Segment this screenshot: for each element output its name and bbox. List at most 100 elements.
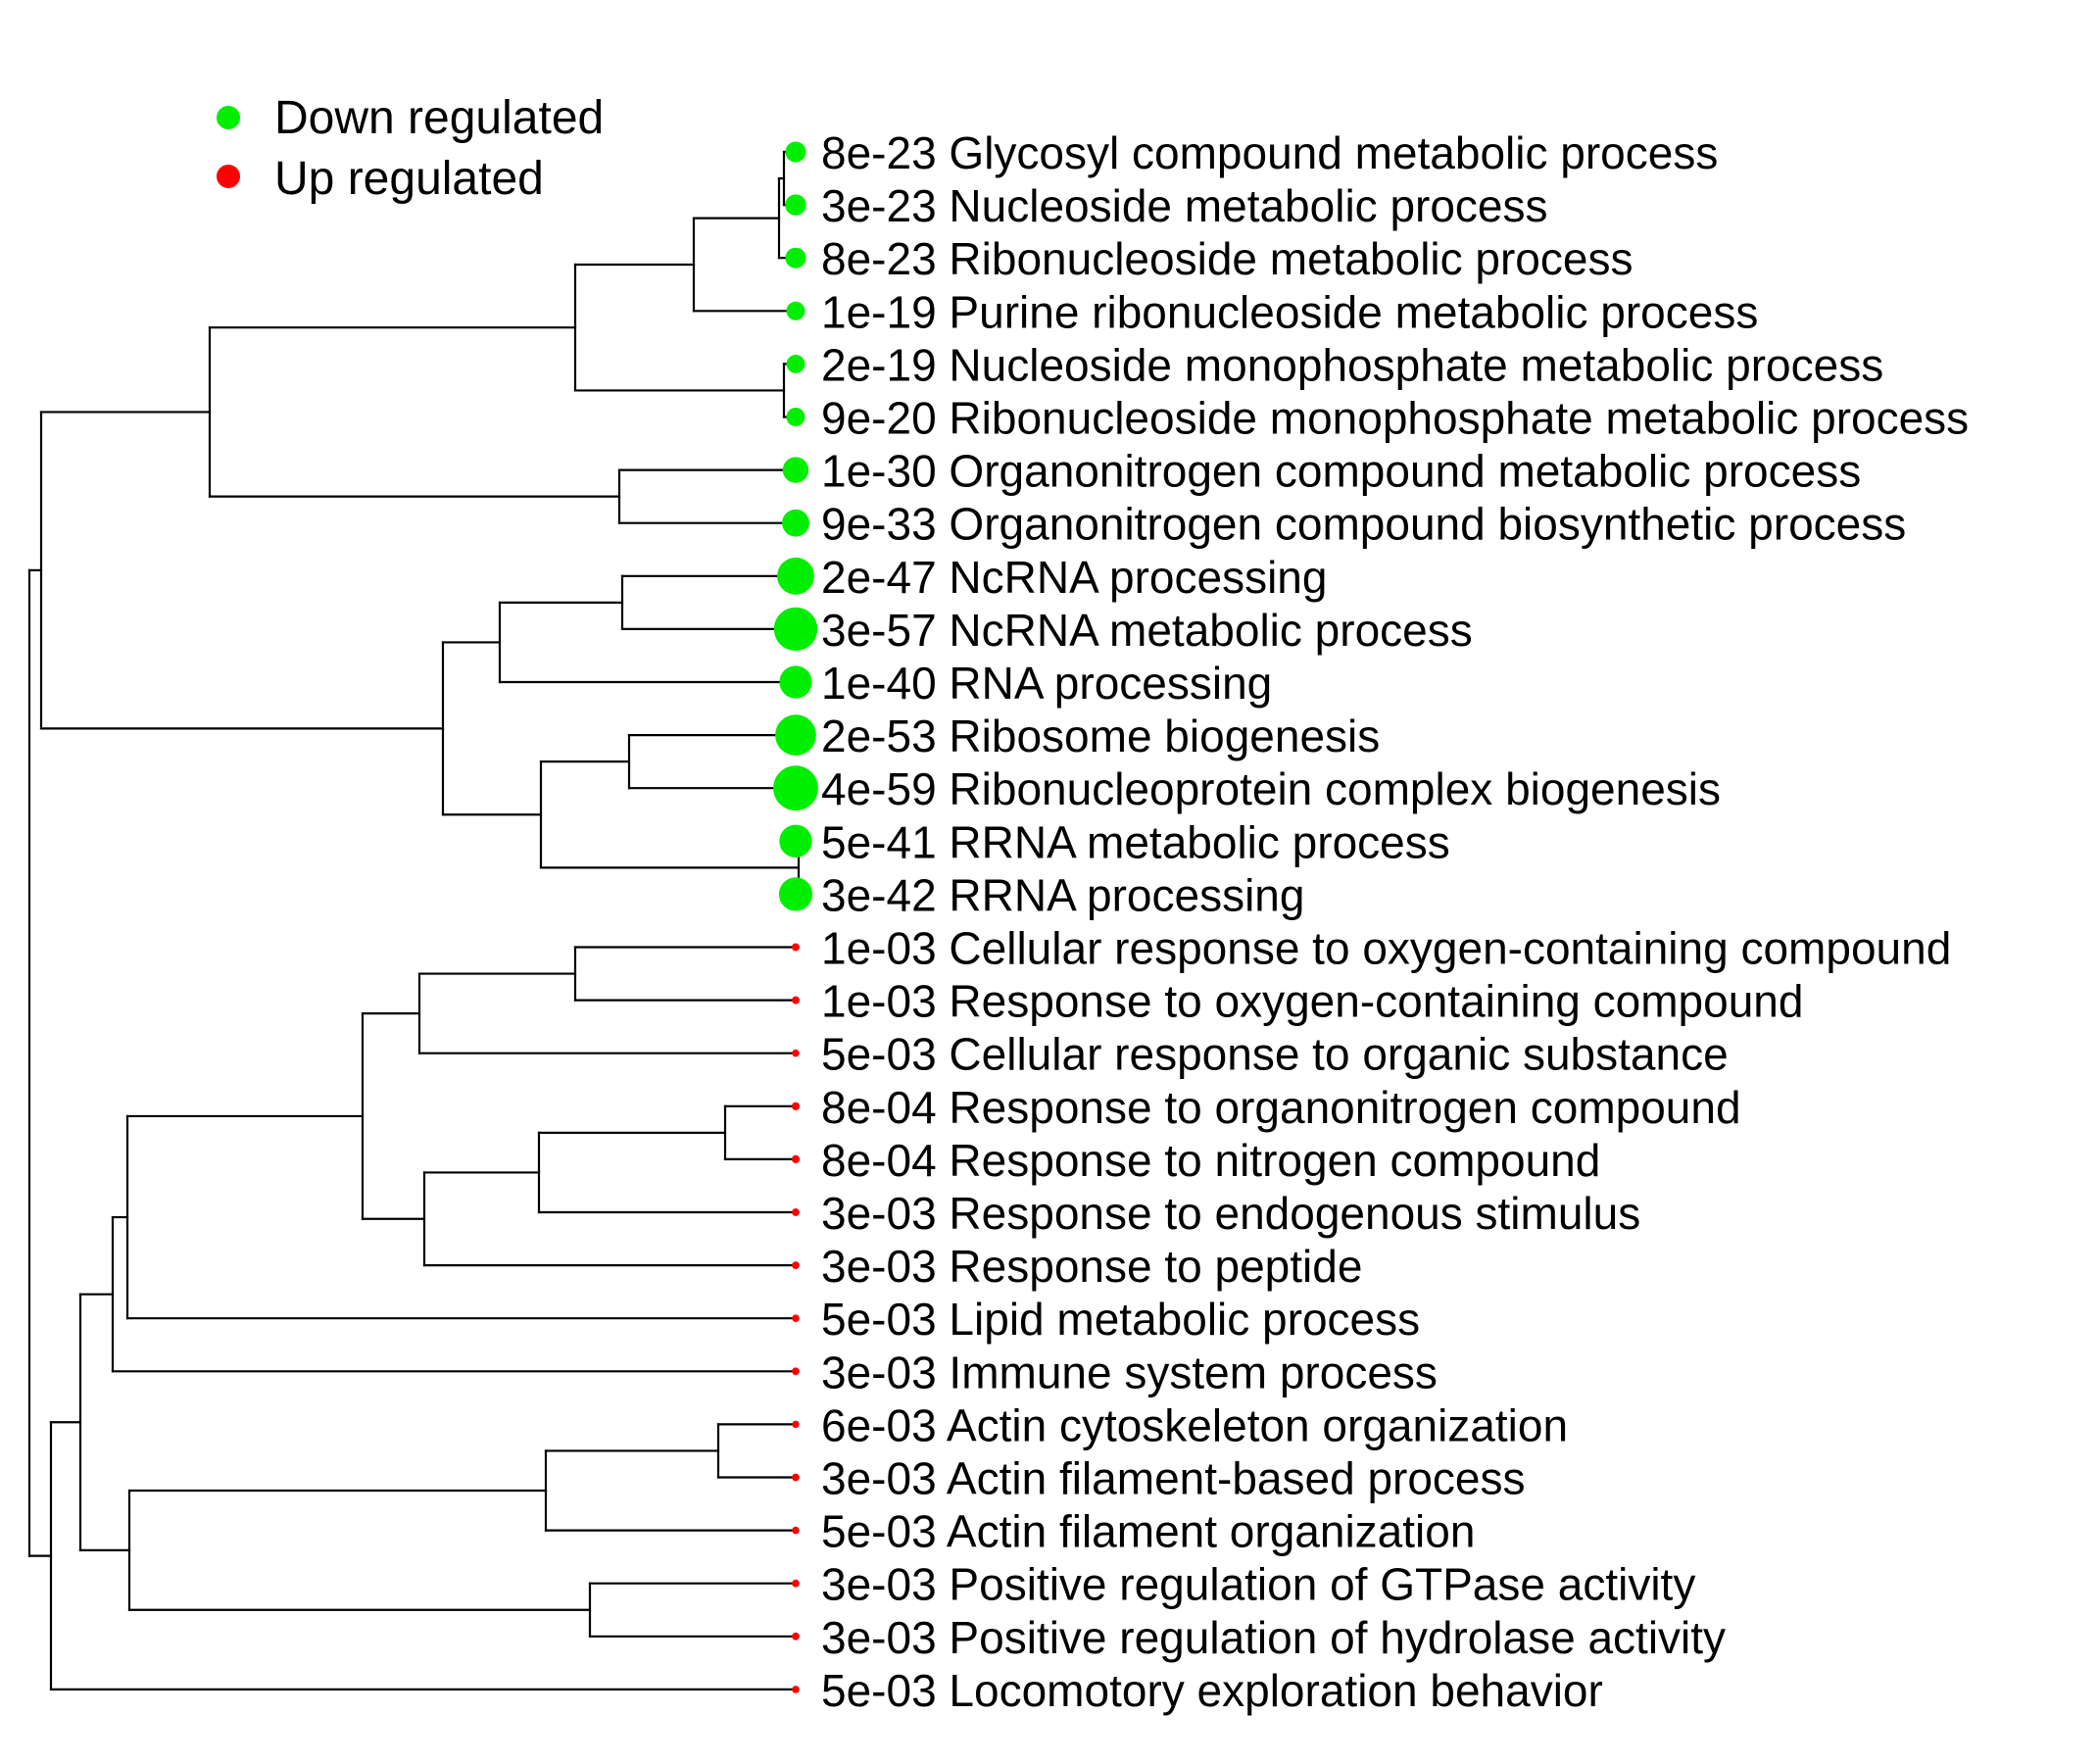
leaf-dot [775,714,816,756]
leaf-pvalue: 1e-03 [821,976,937,1027]
leaf-pvalue: 2e-19 [821,339,937,390]
leaf-term: Organonitrogen compound biosynthetic pro… [937,499,1907,550]
leaf-pvalue: 8e-04 [821,1082,937,1133]
leaf-term: Cellular response to organic substance [937,1029,1729,1080]
leaf-label: 8e-04 Response to organonitrogen compoun… [821,1082,1741,1133]
leaf-pvalue: 3e-03 [821,1188,937,1239]
leaf-label: 8e-04 Response to nitrogen compound [821,1135,1600,1186]
leaf-label: 1e-19 Purine ribonucleoside metabolic pr… [821,286,1758,337]
leaf-dot [792,1208,800,1216]
leaf-label: 9e-33 Organonitrogen compound biosynthet… [821,499,1906,550]
leaf-pvalue: 3e-03 [821,1241,937,1292]
leaf-term: Locomotory exploration behavior [937,1665,1603,1716]
leaf-term: Actin filament organization [937,1506,1476,1557]
leaf-term: Organonitrogen compound metabolic proces… [937,446,1862,497]
leaf-labels: 8e-23 Glycosyl compound metabolic proces… [821,127,1969,1716]
leaf-term: Response to organonitrogen compound [937,1082,1741,1133]
leaf-dot [792,1686,800,1693]
leaf-pvalue: 3e-57 [821,605,937,656]
leaf-term: Actin filament-based process [937,1453,1526,1504]
leaf-pvalue: 5e-41 [821,816,937,867]
leaf-label: 1e-40 RNA processing [821,658,1272,709]
leaf-label: 4e-59 Ribonucleoprotein complex biogenes… [821,763,1721,814]
leaf-pvalue: 1e-03 [821,923,937,974]
legend-label-up: Up regulated [274,153,544,205]
leaf-label: 3e-03 Immune system process [821,1347,1438,1397]
leaf-term: RNA processing [937,658,1273,709]
leaf-term: Response to nitrogen compound [937,1135,1601,1186]
leaf-pvalue: 8e-23 [821,127,937,178]
leaf-label: 3e-42 RRNA processing [821,869,1304,920]
leaf-label: 3e-23 Nucleoside metabolic process [821,180,1548,231]
leaf-pvalue: 3e-03 [821,1347,937,1397]
leaf-label: 5e-03 Lipid metabolic process [821,1294,1420,1345]
leaf-dot [792,1420,800,1429]
leaf-term: RRNA metabolic process [937,816,1450,867]
leaf-term: Response to peptide [937,1241,1363,1292]
leaf-pvalue: 8e-04 [821,1135,937,1186]
leaf-term: Ribonucleoside metabolic process [937,233,1634,284]
legend: Down regulated Up regulated [217,92,604,205]
leaf-pvalue: 5e-03 [821,1665,937,1716]
leaf-pvalue: 2e-47 [821,552,937,603]
leaf-dot [778,877,813,911]
leaf-label: 2e-53 Ribosome biogenesis [821,710,1380,761]
leaf-dot [792,1526,800,1535]
leaf-term: Purine ribonucleoside metabolic process [937,286,1759,337]
leaf-label: 1e-03 Cellular response to oxygen-contai… [821,923,1951,974]
leaf-pvalue: 3e-03 [821,1612,937,1663]
leaf-label: 3e-03 Actin filament-based process [821,1453,1526,1504]
leaf-label: 3e-03 Positive regulation of hydrolase a… [821,1612,1726,1663]
leaf-term: NcRNA processing [937,552,1328,603]
leaf-label: 8e-23 Ribonucleoside metabolic process [821,233,1633,284]
leaf-dot [773,607,818,652]
leaf-dot [792,1314,800,1322]
leaf-pvalue: 9e-20 [821,393,937,444]
leaf-dot [786,301,805,320]
leaf-label: 3e-03 Response to peptide [821,1241,1362,1292]
leaf-term: Actin cytoskeleton organization [937,1399,1568,1450]
leaf-dot [792,1579,800,1588]
leaf-dot [792,1367,800,1376]
leaf-pvalue: 5e-03 [821,1029,937,1080]
leaf-term: NcRNA metabolic process [937,605,1473,656]
leaf-pvalue: 2e-53 [821,710,937,761]
leaf-term: Ribosome biogenesis [937,710,1381,761]
leaf-dot [792,996,800,1004]
leaf-pvalue: 5e-03 [821,1506,937,1557]
leaf-pvalue: 3e-03 [821,1453,937,1504]
leaf-label: 5e-03 Locomotory exploration behavior [821,1665,1603,1716]
leaf-label: 8e-23 Glycosyl compound metabolic proces… [821,127,1718,178]
leaf-dot [785,141,806,163]
legend-dot-up [217,165,240,188]
leaf-dot [779,665,812,699]
legend-label-down: Down regulated [274,92,604,144]
leaf-term: Response to endogenous stimulus [937,1188,1641,1239]
leaf-label: 3e-03 Response to endogenous stimulus [821,1188,1640,1239]
leaf-term: Positive regulation of hydrolase activit… [937,1612,1726,1663]
leaf-dot [792,1049,800,1057]
leaf-dot [785,194,806,216]
leaf-term: Nucleoside monophosphate metabolic proce… [937,339,1884,390]
leaf-dot [786,408,805,426]
leaf-pvalue: 9e-33 [821,499,937,550]
leaf-dot [773,765,818,811]
leaf-dot [782,509,809,537]
leaf-dot [777,557,814,595]
leaf-label: 2e-19 Nucleoside monophosphate metabolic… [821,339,1883,390]
leaf-term: Nucleoside metabolic process [937,180,1548,231]
leaf-dot [792,1473,800,1482]
leaf-term: Lipid metabolic process [937,1294,1420,1345]
leaf-label: 3e-57 NcRNA metabolic process [821,605,1473,656]
leaf-pvalue: 1e-19 [821,286,937,337]
leaf-dot [779,824,812,858]
leaf-pvalue: 1e-30 [821,446,937,497]
leaf-term: Ribonucleoside monophosphate metabolic p… [937,393,1970,444]
leaf-pvalue: 1e-40 [821,658,937,709]
leaf-pvalue: 3e-03 [821,1559,937,1610]
leaf-label: 1e-03 Response to oxygen-containing comp… [821,976,1803,1027]
leaf-pvalue: 3e-23 [821,180,937,231]
dendrogram-branches [27,150,801,1691]
leaf-dot [782,457,809,483]
